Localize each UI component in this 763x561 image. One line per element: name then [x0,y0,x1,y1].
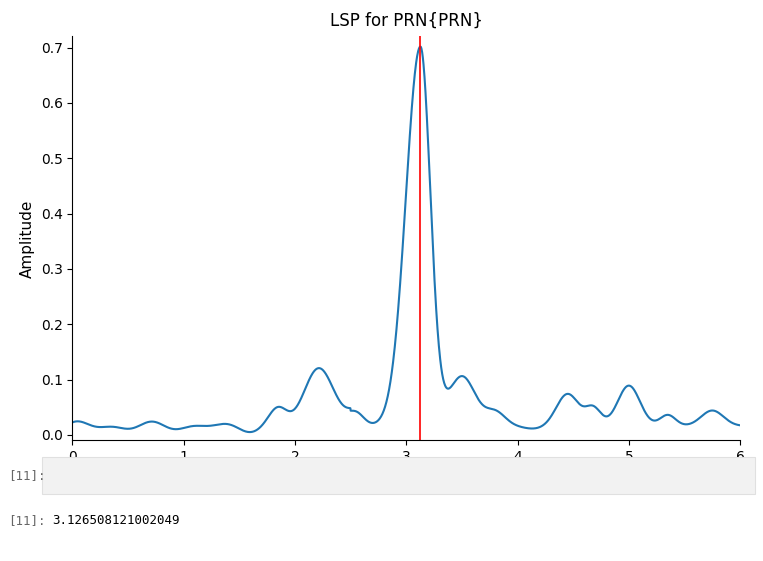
Text: [11]:: [11]: [8,469,45,482]
X-axis label: Reflector height (meter): Reflector height (meter) [314,470,499,485]
Text: 3.126508121002049: 3.126508121002049 [52,514,179,527]
Y-axis label: Amplitude: Amplitude [20,199,35,278]
Title: LSP for PRN{PRN}: LSP for PRN{PRN} [330,11,483,29]
Text: [11]:: [11]: [8,514,45,527]
FancyBboxPatch shape [42,457,755,494]
